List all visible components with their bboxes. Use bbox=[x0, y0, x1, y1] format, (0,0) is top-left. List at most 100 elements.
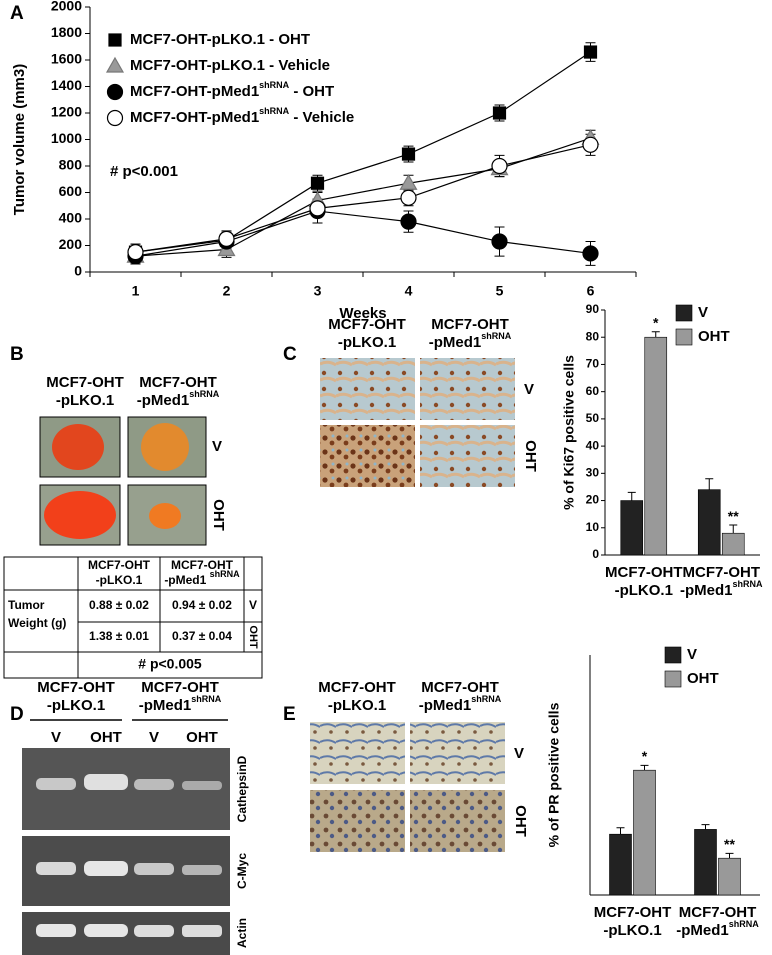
y-tick-label: 70 bbox=[586, 357, 600, 371]
y-tick-label: 800 bbox=[59, 157, 83, 173]
marker bbox=[218, 230, 235, 247]
text-part: MCF7-OHT-pMed1 bbox=[130, 109, 259, 126]
y-tick-label: 60 bbox=[586, 384, 600, 398]
marker bbox=[491, 157, 508, 175]
row-label: V bbox=[514, 745, 524, 762]
y-tick-label: 200 bbox=[59, 236, 83, 252]
y-tick-label: 50 bbox=[586, 411, 600, 425]
text-part: MCF7-OHT-pMed1 bbox=[130, 83, 259, 100]
panel-letter: C bbox=[283, 344, 297, 365]
column-header: -pMed1shRNA bbox=[419, 694, 502, 714]
column-header: -pMed1shRNA bbox=[680, 579, 763, 599]
x-tick-label: 3 bbox=[314, 283, 322, 299]
table-cell: V bbox=[249, 598, 257, 612]
text-part: -pLKO.1 bbox=[603, 922, 661, 939]
bar bbox=[633, 769, 656, 896]
y-tick-label: 400 bbox=[59, 210, 83, 226]
text-part: -pLKO.1 bbox=[47, 697, 105, 714]
y-tick-label: 0 bbox=[74, 263, 82, 279]
bar bbox=[721, 532, 745, 556]
text-part: -pLKO.1 bbox=[56, 392, 114, 409]
marker bbox=[400, 189, 417, 206]
legend-entry: MCF7-OHT-pLKO.1 - OHT bbox=[130, 31, 310, 48]
marker bbox=[106, 109, 124, 127]
column-header: -pLKO.1 bbox=[56, 392, 114, 409]
x-axis-label: Weeks bbox=[339, 305, 386, 322]
marker bbox=[401, 147, 416, 161]
column-header: MCF7-OHT bbox=[683, 564, 761, 581]
marker bbox=[582, 245, 599, 262]
weight-table-grid bbox=[3, 556, 263, 679]
table-cell: 0.37 ± 0.04 bbox=[172, 629, 232, 643]
panel-letter: D bbox=[10, 704, 24, 725]
text-part: MCF7-OHT-pLKO.1 - Vehicle bbox=[130, 57, 330, 74]
band-label: Actin bbox=[235, 918, 249, 948]
column-header: -pMed1shRNA bbox=[137, 389, 220, 409]
series bbox=[130, 42, 596, 261]
legend-entry: MCF7-OHT-pMed1shRNA - OHT bbox=[130, 80, 334, 100]
series bbox=[130, 198, 596, 266]
marker bbox=[309, 200, 326, 217]
column-header: -pMed1shRNA bbox=[139, 694, 222, 714]
superscript: shRNA bbox=[732, 579, 763, 589]
column-header: -pLKO.1 bbox=[603, 922, 661, 939]
superscript: shRNA bbox=[191, 694, 222, 704]
table-header: MCF7-OHT bbox=[88, 558, 151, 572]
bar bbox=[620, 500, 644, 556]
legend-swatch bbox=[664, 670, 682, 688]
column-header: MCF7-OHT bbox=[605, 564, 683, 581]
text-part: -pMed1 bbox=[680, 582, 733, 599]
bar bbox=[609, 833, 632, 896]
series-line bbox=[135, 137, 591, 257]
column-header: MCF7-OHT bbox=[421, 679, 499, 696]
table-cell: 0.88 ± 0.02 bbox=[89, 598, 149, 612]
y-tick-label: 20 bbox=[586, 493, 600, 507]
panel-letter: E bbox=[283, 704, 296, 725]
text-part: -pMed1 bbox=[137, 392, 190, 409]
marker bbox=[127, 244, 144, 261]
column-header: -pMed1shRNA bbox=[429, 331, 512, 351]
annotation: # p<0.001 bbox=[110, 163, 178, 180]
column-header: MCF7-OHT bbox=[141, 679, 219, 696]
y-tick-label: 600 bbox=[59, 183, 83, 199]
bar bbox=[697, 489, 721, 556]
row-label: OHT bbox=[512, 805, 529, 837]
series-line bbox=[135, 51, 591, 253]
x-tick-label: 4 bbox=[405, 283, 413, 299]
lane-label: OHT bbox=[186, 729, 218, 746]
column-header: MCF7-OHT bbox=[37, 679, 115, 696]
error-bar bbox=[627, 491, 636, 501]
text-part: -pLKO.1 bbox=[328, 697, 386, 714]
column-header: MCF7-OHT bbox=[679, 904, 757, 921]
marker bbox=[491, 233, 508, 250]
column-header: MCF7-OHT bbox=[431, 316, 509, 333]
superscript: shRNA bbox=[471, 694, 502, 704]
lane-label: V bbox=[149, 729, 159, 746]
x-tick-label: 1 bbox=[132, 283, 140, 299]
superscript: shRNA bbox=[210, 569, 241, 579]
marker bbox=[399, 174, 418, 190]
marker bbox=[105, 56, 125, 73]
marker bbox=[106, 83, 124, 101]
y-axis-label: % of PR positive cells bbox=[546, 702, 562, 847]
tumor-photos bbox=[39, 416, 207, 546]
column-header: MCF7-OHT bbox=[139, 374, 217, 391]
row-header: Tumor bbox=[8, 598, 45, 612]
text-part: -pMed1 bbox=[164, 573, 209, 587]
y-tick-label: 80 bbox=[586, 329, 600, 343]
series-line bbox=[135, 144, 591, 253]
y-axis-label: % of Ki67 positive cells bbox=[561, 355, 577, 510]
marker bbox=[400, 213, 417, 230]
table-footer: # p<0.005 bbox=[138, 656, 202, 672]
legend-swatch bbox=[664, 646, 682, 664]
error-bar bbox=[729, 524, 738, 534]
row-label: V bbox=[212, 438, 222, 455]
y-tick-label: 40 bbox=[586, 438, 600, 452]
column-header: -pLKO.1 bbox=[615, 582, 673, 599]
lane-label: V bbox=[51, 729, 61, 746]
y-axis-label: Tumor volume (mm3) bbox=[11, 64, 28, 215]
x-tick-label: 5 bbox=[496, 283, 504, 299]
error-bar bbox=[725, 852, 734, 859]
bar bbox=[718, 857, 741, 896]
